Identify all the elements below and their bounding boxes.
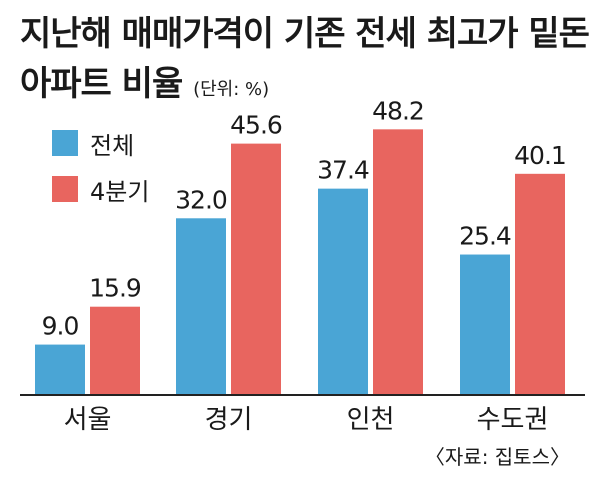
bar-1-3 — [318, 188, 368, 394]
legend-swatch-series2 — [52, 176, 78, 202]
bar-2-2 — [231, 143, 281, 394]
legend-item-series2: 4분기 — [52, 174, 150, 206]
value-label-2-4: 40.1 — [514, 141, 566, 170]
category-label-3: 인천 — [347, 405, 395, 435]
bar-1-1 — [35, 344, 85, 394]
legend-item-series1: 전체 — [52, 128, 135, 160]
value-label-1-4: 25.4 — [459, 222, 511, 251]
bar-2-3 — [373, 129, 423, 394]
value-label-2-1: 15.9 — [89, 274, 141, 303]
value-label-1-3: 37.4 — [317, 156, 369, 185]
source-note: 〈자료: 집토스〉 — [424, 445, 570, 469]
value-label-2-3: 48.2 — [372, 96, 424, 125]
legend-label-series1: 전체 — [90, 131, 135, 160]
unit-label: (단위: %) — [193, 79, 270, 100]
chart-title-line2-text: 아파트 비율 — [20, 64, 183, 104]
chart-title-line1: 지난해 매매가격이 기존 전세 최고가 밑돈 — [20, 14, 590, 54]
category-label-4: 수도권 — [477, 405, 549, 435]
legend-swatch-series1 — [52, 130, 78, 156]
bar-2-4 — [515, 173, 565, 394]
legend: 전체 4분기 — [36, 112, 164, 218]
bar-1-2 — [176, 218, 226, 394]
bar-2-1 — [90, 306, 140, 394]
legend-label-series2: 4분기 — [90, 177, 150, 206]
bar-1-4 — [460, 254, 510, 394]
chart-title-line2: 아파트 비율 (단위: %) — [20, 56, 269, 105]
category-label-1: 서울 — [64, 405, 112, 435]
value-label-2-2: 45.6 — [230, 111, 282, 140]
value-label-1-1: 9.0 — [42, 312, 79, 341]
value-label-1-2: 32.0 — [175, 185, 227, 214]
category-label-2: 경기 — [205, 405, 253, 435]
